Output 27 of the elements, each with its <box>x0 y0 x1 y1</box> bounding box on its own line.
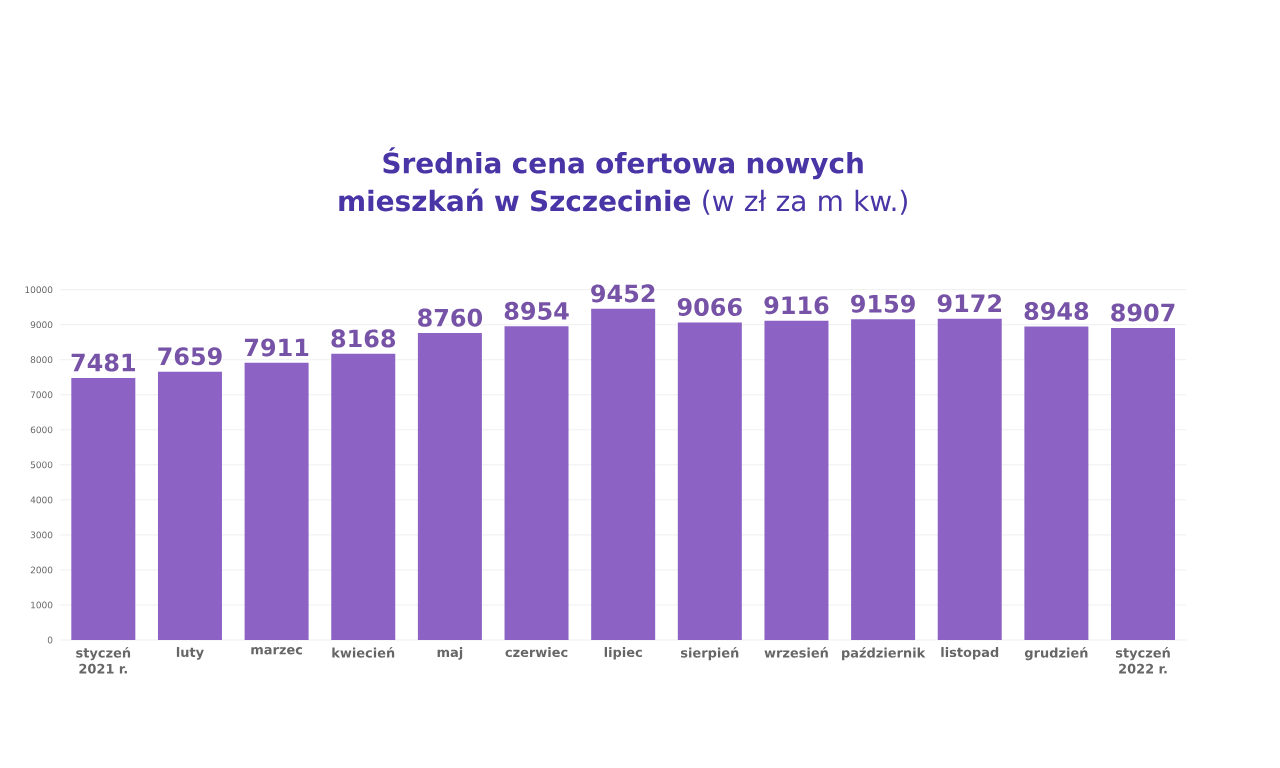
data-label: 9172 <box>937 294 1001 313</box>
bar <box>157 371 222 640</box>
data-label: 8907 <box>1111 303 1175 322</box>
bar <box>591 308 656 640</box>
bar <box>71 377 136 640</box>
bar <box>851 319 916 640</box>
data-label: 8954 <box>504 301 569 320</box>
bar <box>937 318 1002 640</box>
bar <box>677 322 742 640</box>
bar <box>417 333 482 640</box>
data-label: 9452 <box>591 284 655 303</box>
data-label: 8168 <box>331 329 396 348</box>
bar <box>504 326 569 640</box>
bar <box>1024 326 1089 640</box>
data-label: 7481 <box>71 353 135 372</box>
bar <box>331 353 396 640</box>
data-label: 9066 <box>677 297 742 316</box>
data-label: 9116 <box>764 296 829 315</box>
bar <box>244 362 309 640</box>
data-label: 7911 <box>244 338 309 357</box>
bar <box>1111 327 1176 640</box>
bar <box>764 320 829 640</box>
data-label: 8948 <box>1024 302 1089 321</box>
data-label: 8760 <box>418 308 483 327</box>
chart-title: Średnia cena ofertowa nowych mieszkań w Szczecinie (w zł za m kw.) <box>339 147 907 215</box>
data-label: 9159 <box>851 294 915 313</box>
data-label: 7659 <box>158 347 222 366</box>
